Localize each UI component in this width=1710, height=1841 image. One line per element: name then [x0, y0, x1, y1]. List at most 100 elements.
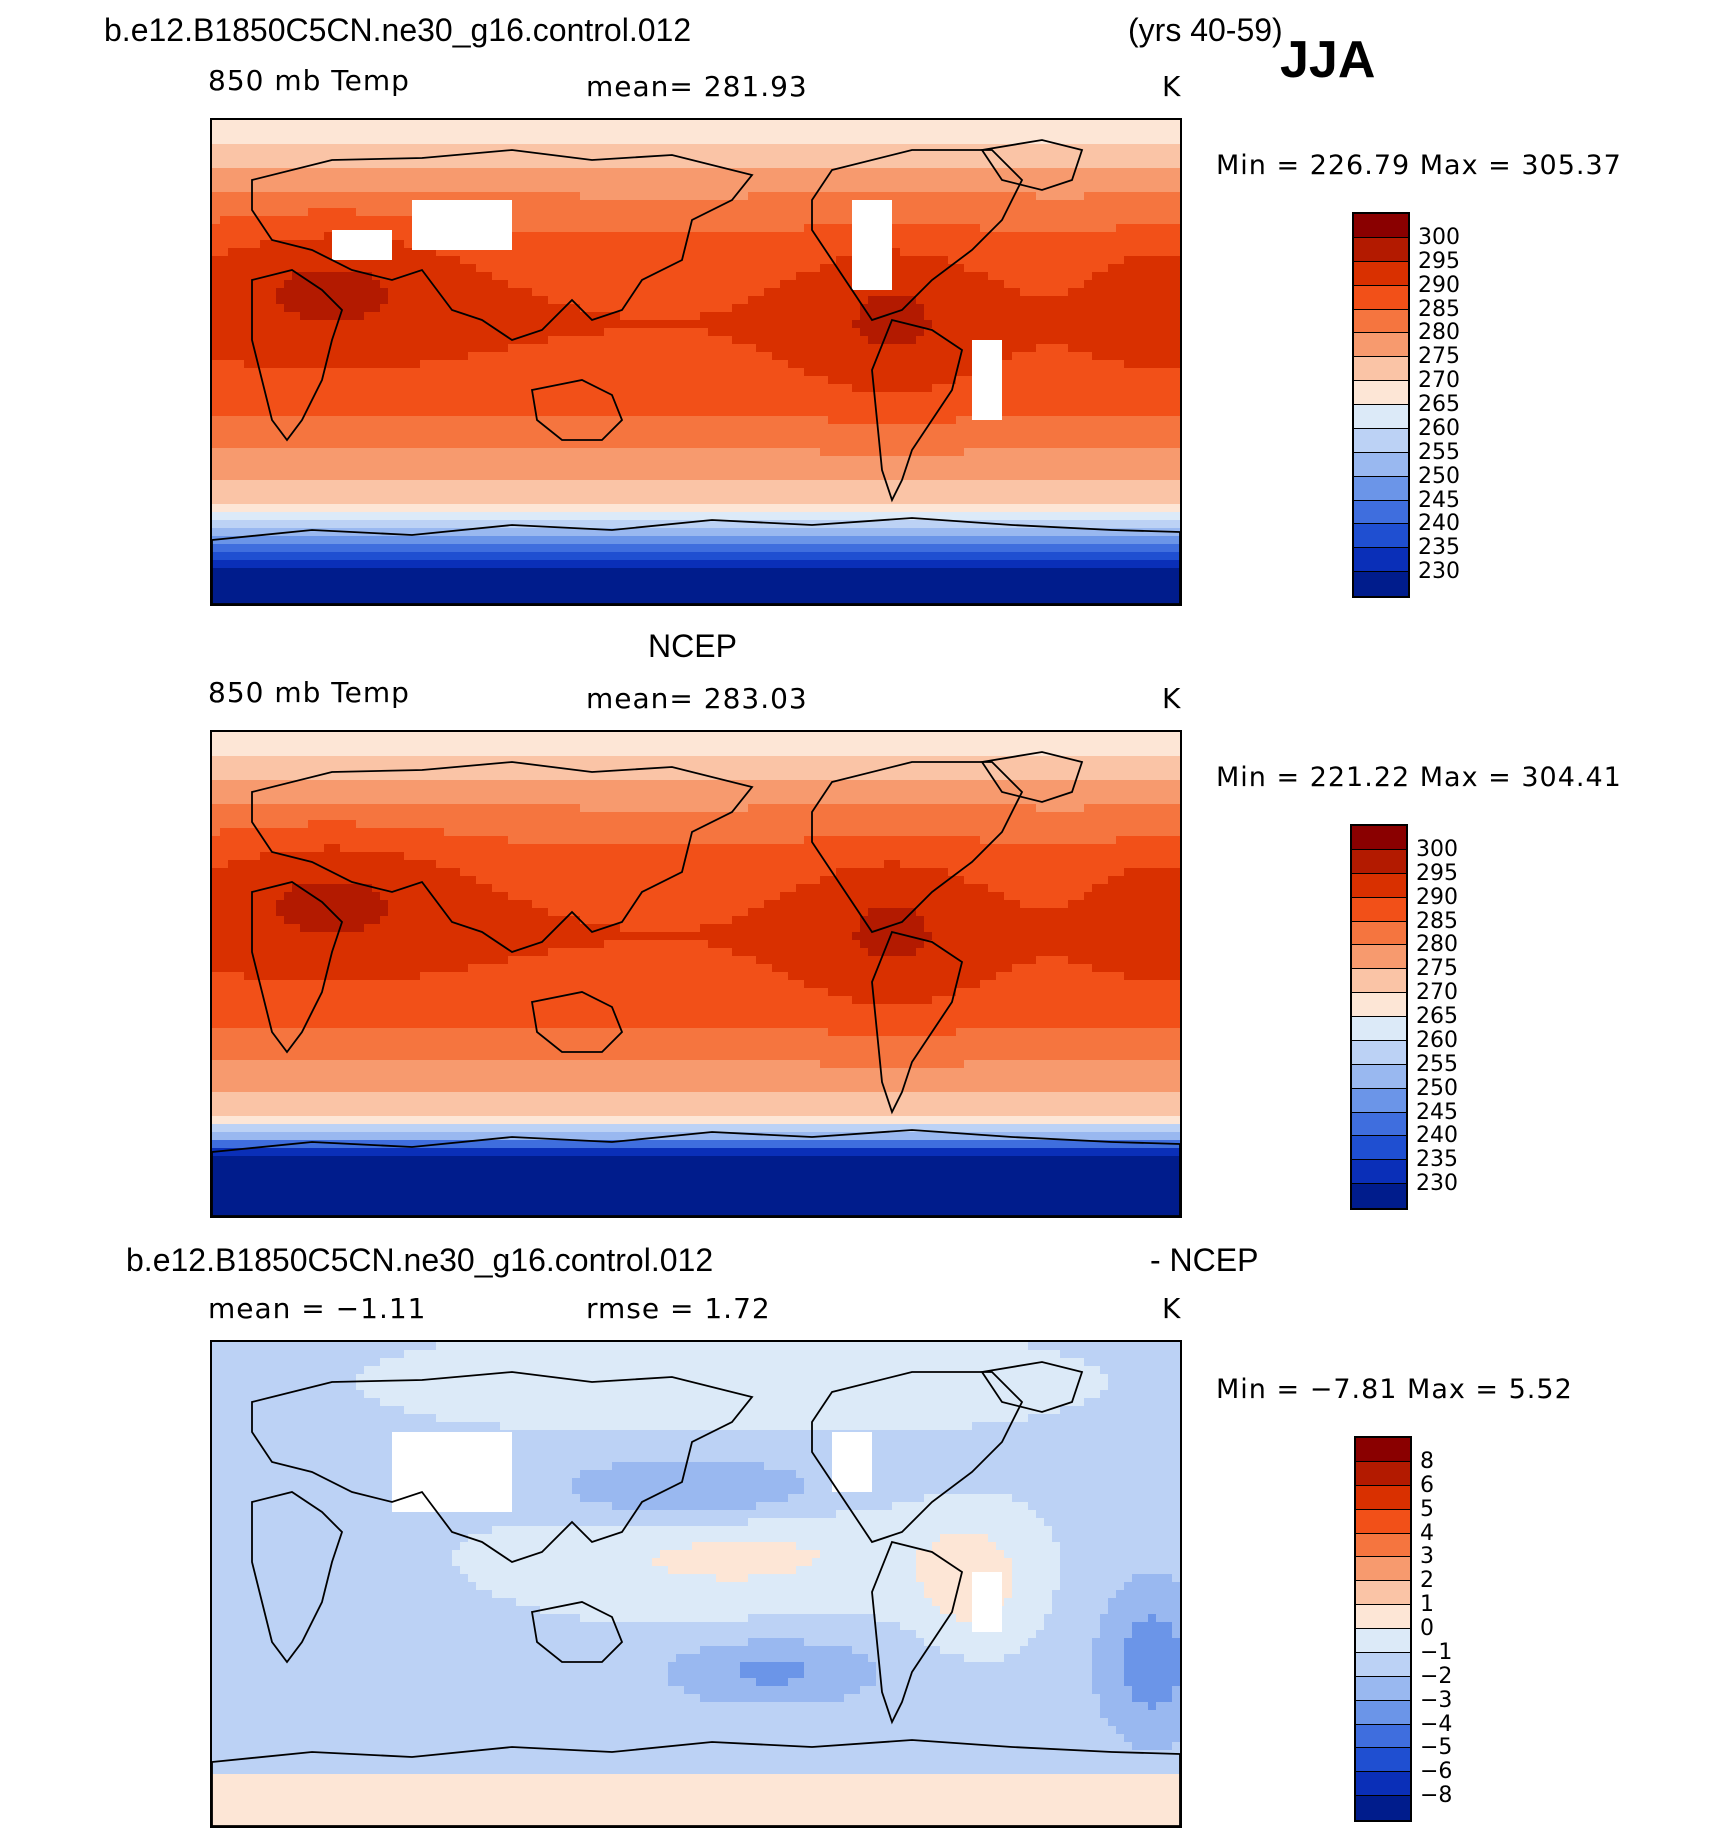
colorbar-tick-label: 285 [1416, 910, 1458, 933]
colorbar-swatch [1354, 285, 1408, 310]
coastline-path [980, 751, 1084, 803]
colorbar-tick-label: 0 [1420, 1618, 1434, 1640]
panel3-rmse-label: rmse = 1.72 [586, 1292, 771, 1325]
colorbar-swatch [1354, 405, 1408, 429]
colorbar-swatch [1356, 1557, 1410, 1582]
colorbar-tick-label: 3 [1420, 1546, 1434, 1568]
panel2-units-label: K [1162, 682, 1181, 715]
panel1-units-label: K [1162, 70, 1181, 103]
colorbar-swatch [1354, 309, 1408, 334]
colorbar-tick-label: 265 [1418, 394, 1460, 416]
colorbar-swatch [1352, 1017, 1406, 1041]
panel3-title: b.e12.B1850C5CN.ne30_g16.control.012 [126, 1242, 713, 1279]
coastline-path [212, 1129, 1180, 1216]
coastline-path [811, 1371, 1024, 1544]
colorbar-swatch [1354, 261, 1408, 286]
colorbar-swatch [1356, 1438, 1410, 1462]
colorbar-swatch [1356, 1605, 1410, 1629]
colorbar-swatch [1352, 1088, 1406, 1113]
missing-data-mask [412, 200, 512, 250]
colorbar-tick-label: −6 [1420, 1761, 1452, 1783]
panel2-mean-label: mean= 283.03 [586, 682, 808, 715]
colorbar-swatch [1352, 849, 1406, 874]
colorbar-swatch [1354, 214, 1408, 238]
missing-data-mask [832, 1432, 872, 1492]
panel2-title: NCEP [648, 628, 737, 665]
colorbar-tick-label: 4 [1420, 1522, 1434, 1545]
panel1-minmax: Min = 226.79 Max = 305.37 [1216, 150, 1622, 181]
colorbar-swatch [1356, 1509, 1410, 1534]
coastline-path [980, 1361, 1084, 1413]
years-label: (yrs 40-59) [1128, 12, 1283, 49]
colorbar-tick-label: 230 [1416, 1173, 1458, 1195]
colorbar-swatch [1356, 1581, 1410, 1606]
colorbar-swatch [1356, 1796, 1410, 1820]
colorbar-swatch [1352, 1160, 1406, 1185]
colorbar-tick-label: 295 [1416, 862, 1458, 885]
colorbar-swatch [1352, 873, 1406, 898]
coastline-path [212, 517, 1180, 604]
colorbar-swatch [1354, 548, 1408, 573]
colorbar-tick-label: 235 [1416, 1149, 1458, 1171]
colorbar-tick-label: 270 [1416, 982, 1458, 1004]
colorbar-swatch [1352, 1184, 1406, 1208]
colorbar-swatch [1352, 969, 1406, 994]
coastline-path [530, 1601, 624, 1663]
colorbar-tick-label: 275 [1416, 958, 1458, 980]
colorbar-tick-label: −2 [1420, 1665, 1452, 1688]
colorbar-tick-label: 255 [1418, 441, 1460, 464]
colorbar-tick-label: 300 [1416, 838, 1458, 861]
coastline-path [871, 930, 964, 1115]
colorbar-swatch [1354, 333, 1408, 358]
panel1-mean-label: mean= 281.93 [586, 70, 808, 103]
colorbar-tick-label: 275 [1418, 346, 1460, 368]
colorbar-swatch [1356, 1485, 1410, 1510]
colorbar-tick-label: −4 [1420, 1713, 1452, 1736]
colorbar-swatch [1352, 921, 1406, 946]
colorbar-tick-label: 260 [1418, 417, 1460, 440]
coastline-path [530, 379, 624, 441]
coastlines [212, 139, 1180, 604]
panel1-variable-label: 850 mb Temp [208, 64, 410, 97]
colorbar-tick-label: 290 [1416, 886, 1458, 909]
colorbar-tick-label: 235 [1418, 537, 1460, 559]
case-title: b.e12.B1850C5CN.ne30_g16.control.012 [104, 12, 691, 49]
colorbar-swatch [1356, 1652, 1410, 1677]
colorbar-tick-label: 1 [1420, 1594, 1434, 1616]
missing-data-mask [332, 230, 392, 260]
colorbar-tick-label: 280 [1418, 322, 1460, 344]
colorbar-tick-label: 250 [1418, 465, 1460, 488]
colorbar-tick-label: 5 [1420, 1498, 1434, 1521]
coastline-path [251, 1371, 754, 1563]
panel3-colorbar [1354, 1436, 1412, 1822]
coastline-path [871, 318, 964, 503]
colorbar-swatch [1354, 452, 1408, 477]
colorbar-swatch [1356, 1629, 1410, 1653]
colorbar-tick-label: 255 [1416, 1053, 1458, 1076]
panel2-colorbar [1350, 824, 1408, 1210]
coastline-path [251, 149, 754, 341]
map-field [212, 732, 1180, 1216]
colorbar-tick-label: 280 [1416, 934, 1458, 956]
colorbar-swatch [1352, 945, 1406, 970]
colorbar-swatch [1354, 428, 1408, 453]
colorbar-tick-label: 240 [1418, 513, 1460, 535]
coastlines [212, 751, 1180, 1216]
coastline-path [980, 139, 1084, 191]
missing-data-mask [972, 340, 1002, 420]
colorbar-tick-label: 285 [1418, 298, 1460, 321]
colorbar-swatch [1356, 1533, 1410, 1558]
colorbar-tick-label: −3 [1420, 1689, 1452, 1712]
missing-data-mask [852, 200, 892, 290]
colorbar-tick-label: 230 [1418, 561, 1460, 583]
coastline-path [811, 149, 1024, 322]
colorbar-tick-label: 300 [1418, 226, 1460, 249]
colorbar-tick-label: 290 [1418, 274, 1460, 297]
colorbar-swatch [1352, 1136, 1406, 1161]
colorbar-swatch [1356, 1748, 1410, 1773]
coastlines [212, 1361, 1180, 1826]
colorbar-tick-label: 265 [1416, 1006, 1458, 1028]
colorbar-swatch [1356, 1700, 1410, 1725]
coastline-path [871, 1540, 964, 1725]
colorbar-tick-label: 270 [1418, 370, 1460, 392]
